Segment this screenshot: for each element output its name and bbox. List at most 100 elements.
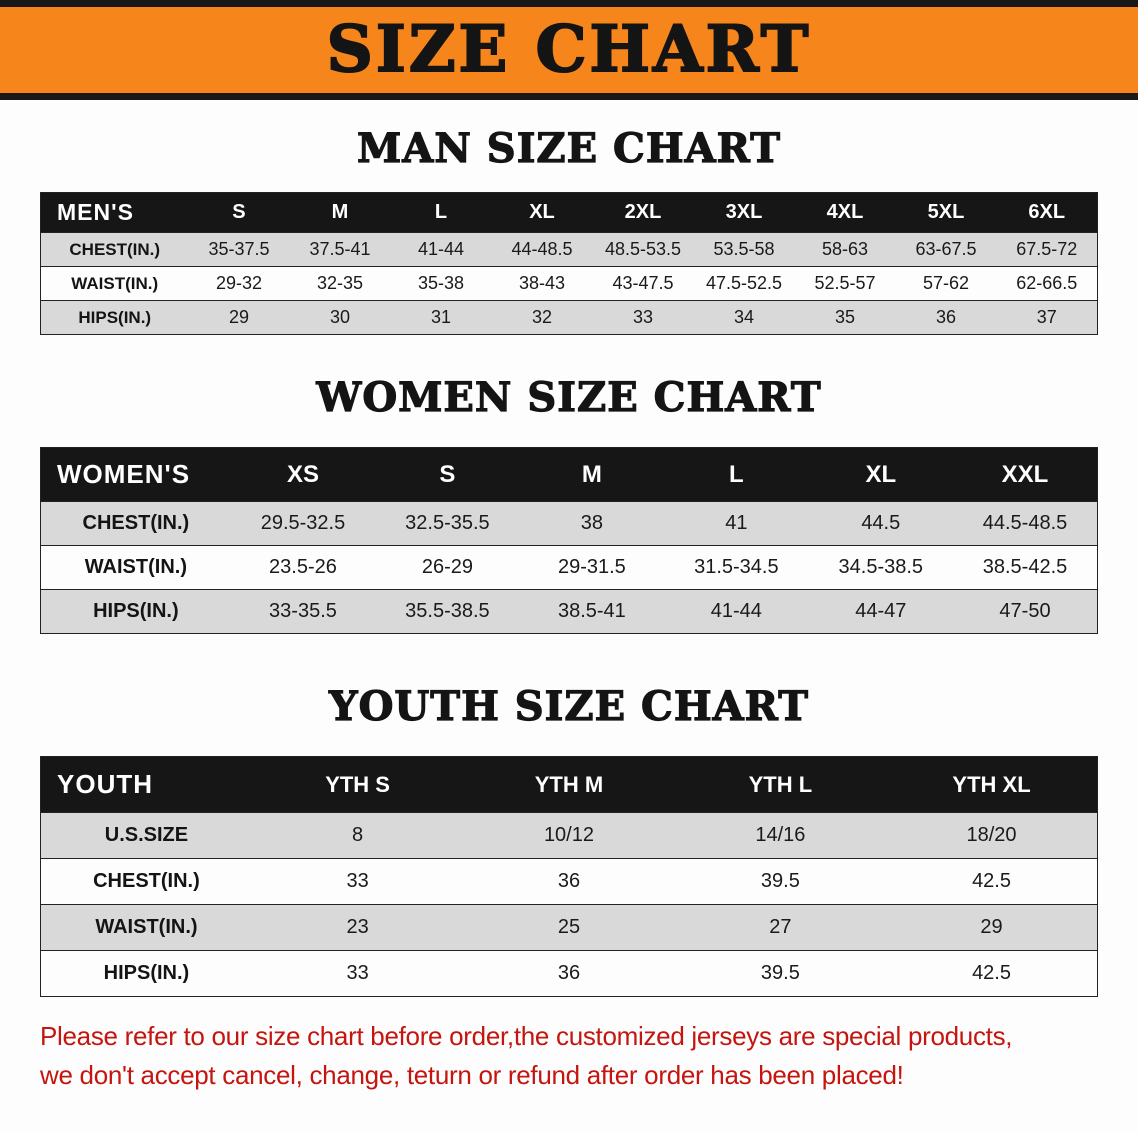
size-value-cell: 42.5 — [972, 870, 1011, 892]
size-value-cell: 41 — [725, 512, 748, 534]
table-title-cell: MEN'S — [40, 192, 189, 233]
measurement-row: CHEST(IN.) 29.5-32.5 32.5-35.5 38 41 44.5 44.5… — [40, 501, 1098, 546]
size-value-cell: 33 — [632, 307, 653, 327]
header-row: YOUTH YTH S YTH M YTH L YTH XL — [40, 756, 1098, 813]
youth-size-section: YOUTH SIZE CHART YOUTH YTH S YTH M YTH L YTH… — [0, 683, 1138, 997]
women-section-title: WOMEN SIZE CHART — [316, 374, 822, 421]
measurement-row: WAIST(IN.) 23.5-26 26-29 29-31.5 31.5-34.5 34… — [40, 545, 1098, 590]
row-label: HIPS(IN.) — [103, 962, 190, 984]
measurement-row: HIPS(IN.) 29 30 31 32 33 34 35 36 37 — [40, 300, 1098, 335]
measurement-row: WAIST(IN.) 23 25 27 29 — [40, 904, 1098, 951]
size-value-cell: 47-50 — [999, 600, 1051, 622]
women-size-section: WOMEN SIZE CHART WOMEN'S XS S M L XL XXL CHEST(… — [0, 374, 1138, 634]
women-size-table: WOMEN'S XS S M L XL XXL CHEST(IN.) 29.5-32.5 32.5… — [40, 447, 1098, 634]
size-column-header: YTH S — [251, 756, 464, 813]
size-value-cell: 39.5 — [760, 962, 800, 984]
size-value-cell: 34.5-38.5 — [838, 556, 924, 578]
size-value-cell: 23.5-26 — [269, 556, 337, 578]
disclaimer-line-2: we don't accept cancel, change, teturn o… — [40, 1060, 904, 1090]
banner: SIZE CHART — [0, 0, 1138, 100]
size-value-cell: 37.5-41 — [309, 239, 371, 259]
size-column-header: 4XL — [794, 192, 896, 233]
youth-section-title: YOUTH SIZE CHART — [328, 683, 809, 730]
size-value-cell: 14/16 — [755, 824, 806, 846]
table-title-cell: YOUTH — [40, 756, 252, 813]
disclaimer-line-1: Please refer to our size chart before or… — [40, 1021, 1013, 1051]
size-column-header: S — [375, 447, 520, 502]
size-value-cell: 29 — [980, 916, 1003, 938]
size-value-cell: 38.5-41 — [557, 600, 626, 622]
measurement-row: HIPS(IN.) 33-35.5 35.5-38.5 38.5-41 41-44 44-… — [40, 589, 1098, 634]
size-value-cell: 32 — [531, 307, 552, 327]
row-label: HIPS(IN.) — [78, 307, 152, 327]
size-value-cell: 62-66.5 — [1016, 273, 1078, 293]
size-value-cell: 23 — [346, 916, 369, 938]
size-column-header: M — [519, 447, 665, 502]
men-table-wrap: MEN'S S M L XL 2XL 3XL 4XL 5XL 6XL CHEST(IN.) 35-37… — [40, 192, 1098, 335]
size-value-cell: 35-37.5 — [208, 239, 270, 259]
measurement-row: CHEST(IN.) 33 36 39.5 42.5 — [40, 858, 1098, 905]
row-label: WAIST(IN.) — [95, 916, 198, 938]
size-value-cell: 58-63 — [821, 239, 868, 259]
men-size-section: MAN SIZE CHART MEN'S S M L XL 2XL 3XL 4XL 5XL 6XL… — [0, 125, 1138, 335]
size-column-header: 5XL — [895, 192, 997, 233]
page-title: SIZE CHART — [326, 12, 812, 87]
size-column-header: YTH M — [463, 756, 675, 813]
size-column-header: YTH L — [674, 756, 887, 813]
size-value-cell: 36 — [557, 870, 581, 892]
size-value-cell: 41-44 — [417, 239, 464, 259]
size-value-cell: 44.5 — [861, 512, 901, 534]
size-value-cell: 33-35.5 — [269, 600, 337, 622]
row-label: CHEST(IN.) — [82, 512, 190, 534]
size-chart-page: SIZE CHART MAN SIZE CHART MEN'S S M L XL 2XL 3… — [0, 0, 1138, 1090]
size-value-cell: 33 — [346, 870, 369, 892]
row-label: WAIST(IN.) — [84, 556, 187, 578]
size-column-header: S — [188, 192, 290, 233]
youth-table-wrap: YOUTH YTH S YTH M YTH L YTH XL U.S.SIZE 8 10/12… — [40, 756, 1098, 997]
women-table-wrap: WOMEN'S XS S M L XL XXL CHEST(IN.) 29.5-32.5 32.5… — [40, 447, 1098, 634]
header-row: WOMEN'S XS S M L XL XXL — [40, 447, 1098, 502]
size-value-cell: 35.5-38.5 — [405, 600, 490, 622]
size-column-header: 6XL — [996, 192, 1098, 233]
size-value-cell: 29-32 — [215, 273, 262, 293]
size-value-cell: 34 — [733, 307, 754, 327]
size-value-cell: 44.5-48.5 — [982, 512, 1068, 534]
size-value-cell: 43-47.5 — [612, 273, 674, 293]
size-value-cell: 18/20 — [966, 824, 1017, 846]
size-value-cell: 27 — [769, 916, 792, 938]
size-value-cell: 38-43 — [518, 273, 565, 293]
size-column-header: 2XL — [592, 192, 694, 233]
size-value-cell: 35 — [834, 307, 855, 327]
size-value-cell: 39.5 — [760, 870, 800, 892]
size-value-cell: 32-35 — [316, 273, 363, 293]
measurement-row: CHEST(IN.) 35-37.5 37.5-41 41-44 44-48.5 48.5… — [40, 232, 1098, 267]
size-value-cell: 32.5-35.5 — [405, 512, 490, 534]
size-value-cell: 26-29 — [421, 556, 473, 578]
size-value-cell: 31.5-34.5 — [694, 556, 779, 578]
size-column-header: XL — [808, 447, 954, 502]
men-section-title: MAN SIZE CHART — [356, 125, 781, 172]
table-title-cell: WOMEN'S — [40, 447, 231, 502]
size-value-cell: 67.5-72 — [1016, 239, 1078, 259]
size-column-header: XL — [491, 192, 593, 233]
size-value-cell: 10/12 — [543, 824, 594, 846]
size-value-cell: 30 — [329, 307, 350, 327]
size-value-cell: 33 — [346, 962, 369, 984]
size-value-cell: 41-44 — [710, 600, 762, 622]
size-value-cell: 48.5-53.5 — [604, 239, 681, 259]
size-value-cell: 63-67.5 — [915, 239, 977, 259]
size-value-cell: 35-38 — [417, 273, 464, 293]
measurement-row: HIPS(IN.) 33 36 39.5 42.5 — [40, 950, 1098, 997]
measurement-row: U.S.SIZE 8 10/12 14/16 18/20 — [40, 812, 1098, 859]
size-value-cell: 57-62 — [922, 273, 969, 293]
size-value-cell: 25 — [557, 916, 581, 938]
header-row: MEN'S S M L XL 2XL 3XL 4XL 5XL 6XL — [40, 192, 1098, 233]
size-value-cell: 8 — [352, 824, 364, 846]
size-column-header: XXL — [953, 447, 1098, 502]
row-label: CHEST(IN.) — [69, 239, 161, 259]
size-value-cell: 44-48.5 — [511, 239, 573, 259]
size-value-cell: 36 — [557, 962, 581, 984]
size-column-header: YTH XL — [886, 756, 1098, 813]
size-value-cell: 42.5 — [972, 962, 1011, 984]
size-value-cell: 53.5-58 — [713, 239, 775, 259]
